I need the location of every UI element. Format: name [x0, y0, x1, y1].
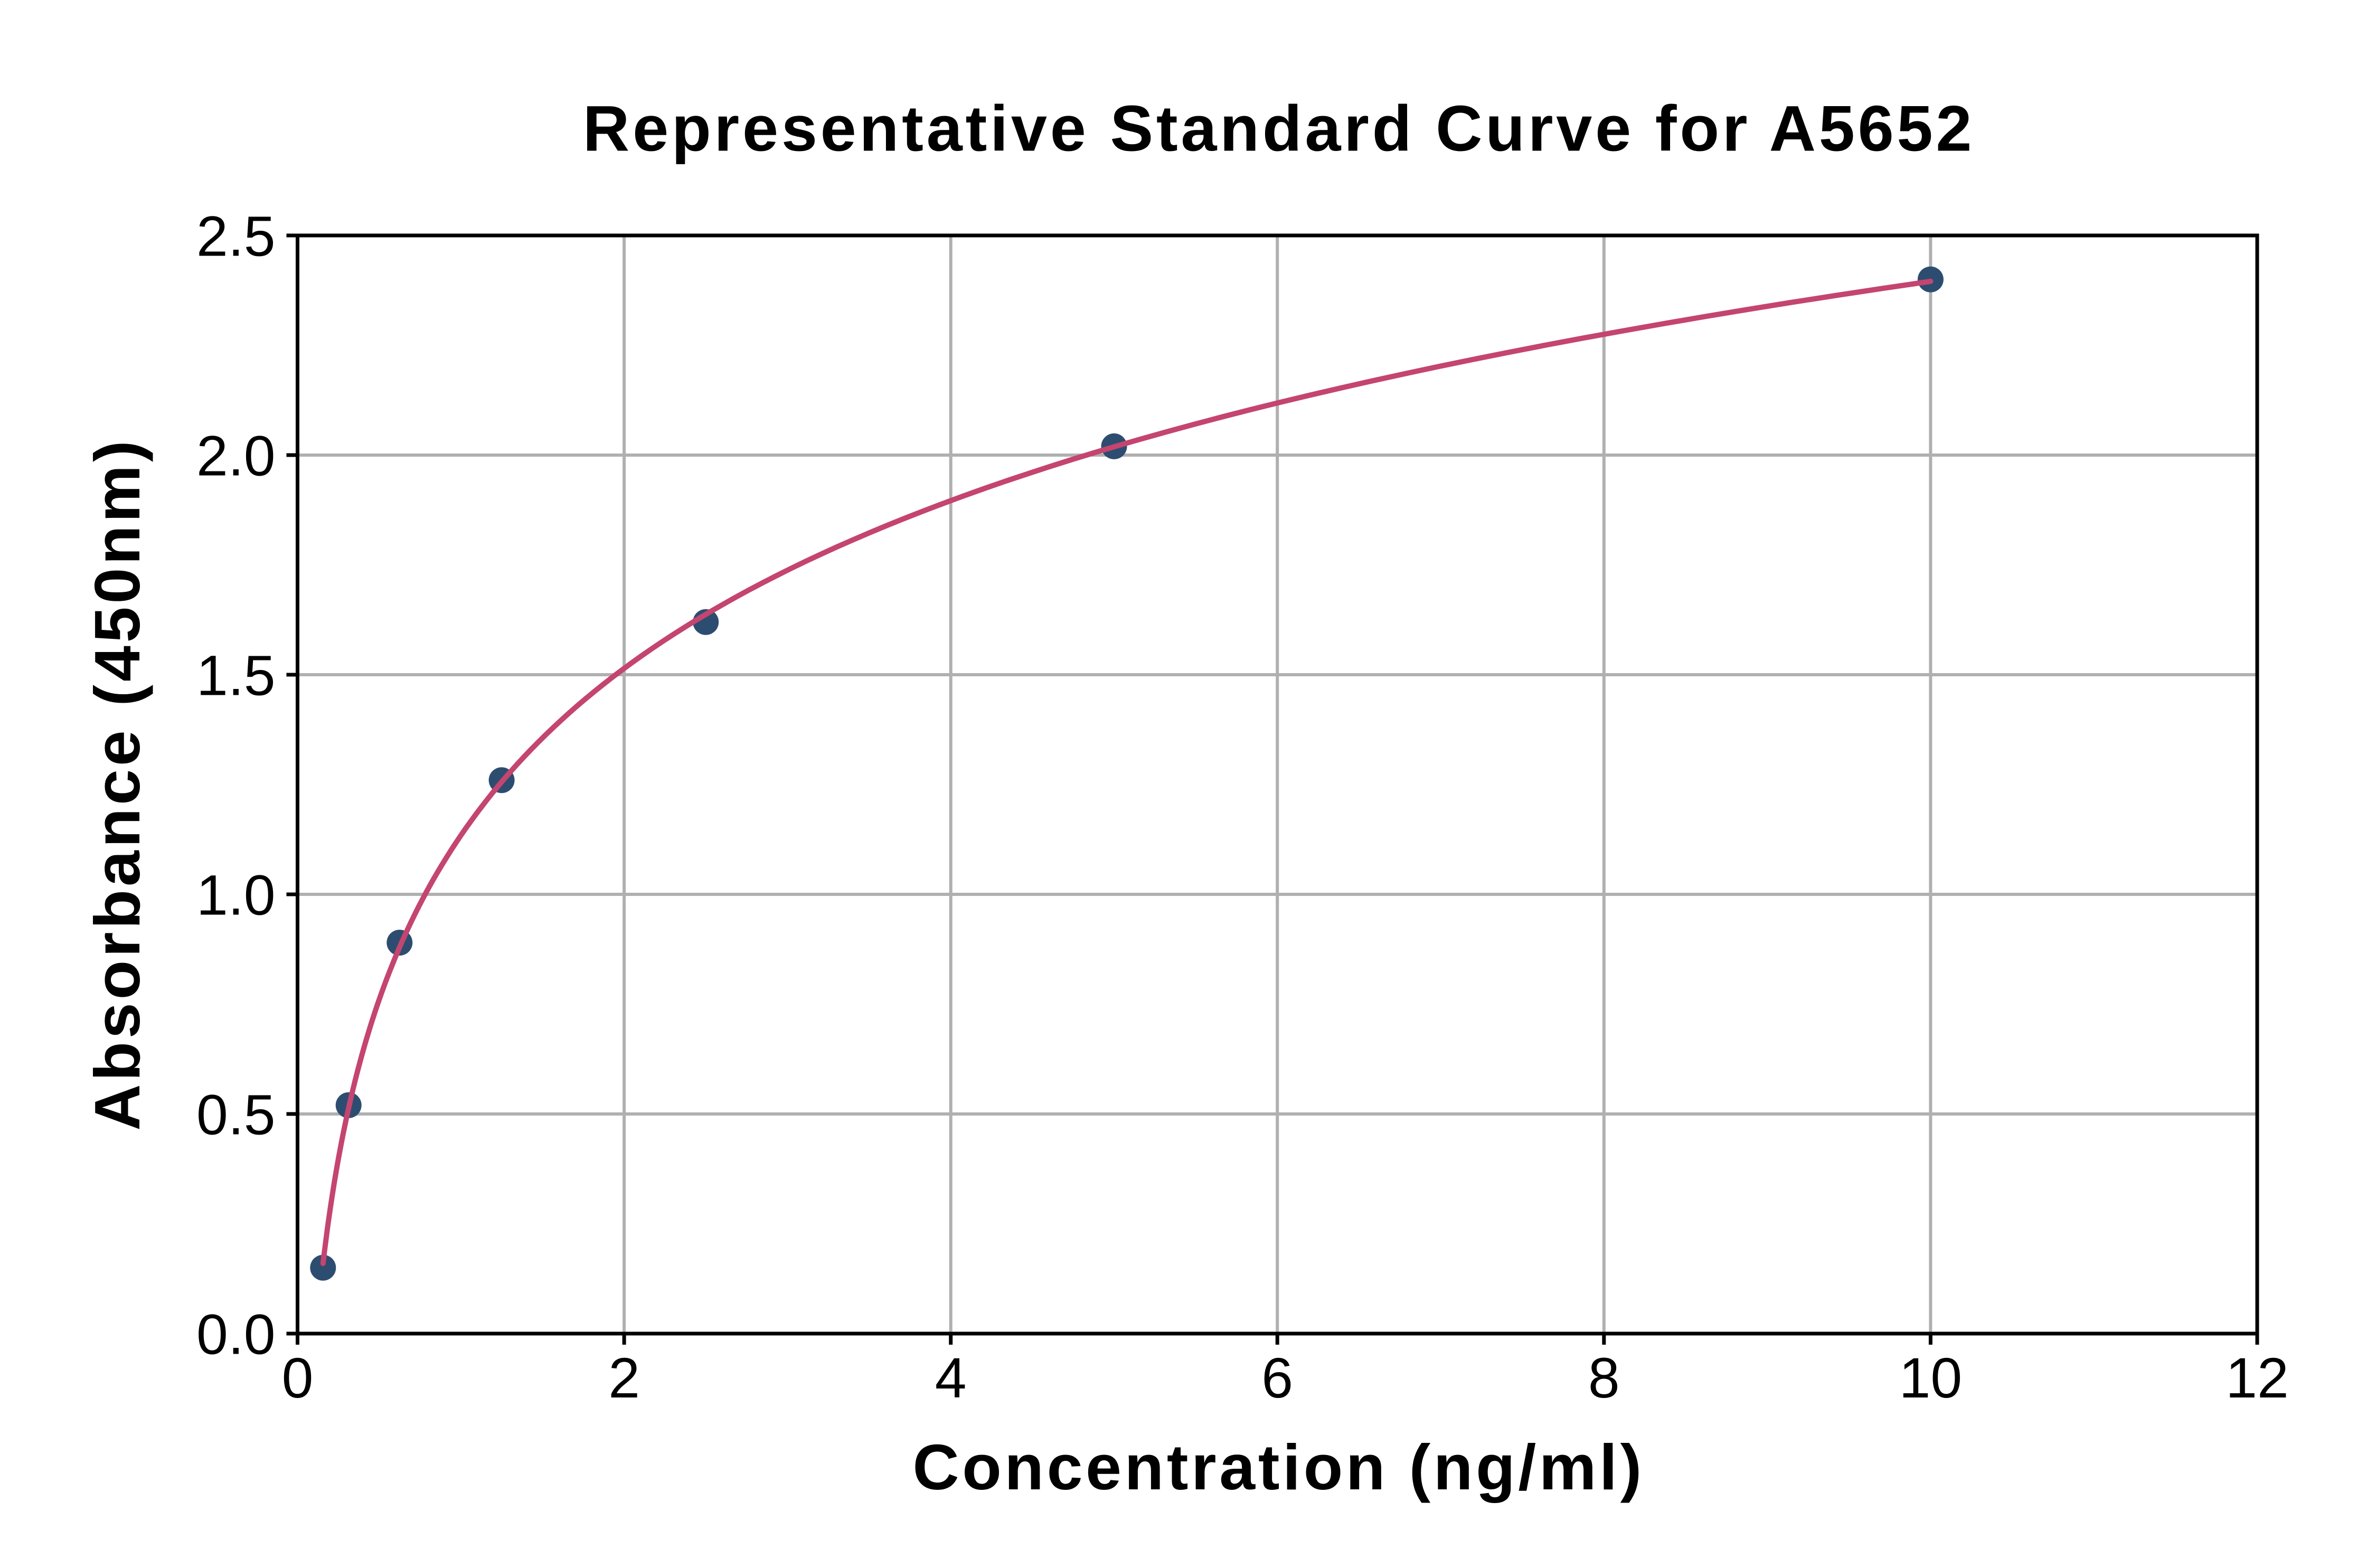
- svg-text:0.5: 0.5: [196, 1083, 275, 1147]
- svg-text:2: 2: [608, 1346, 640, 1410]
- svg-text:6: 6: [1261, 1346, 1293, 1410]
- svg-text:4: 4: [935, 1346, 967, 1410]
- svg-text:0.0: 0.0: [196, 1303, 275, 1366]
- svg-text:2.5: 2.5: [196, 205, 275, 268]
- svg-text:Absorbance (450nm): Absorbance (450nm): [81, 437, 153, 1130]
- svg-text:Concentration (ng/ml): Concentration (ng/ml): [912, 1431, 1644, 1503]
- svg-text:2.0: 2.0: [196, 424, 275, 488]
- svg-text:12: 12: [2226, 1346, 2289, 1410]
- svg-text:10: 10: [1899, 1346, 1963, 1410]
- svg-text:1.0: 1.0: [196, 864, 275, 927]
- svg-text:8: 8: [1588, 1346, 1620, 1410]
- svg-text:0: 0: [282, 1346, 314, 1410]
- svg-text:Representative Standard Curve: Representative Standard Curve for A5652: [583, 92, 1975, 165]
- svg-text:1.5: 1.5: [196, 644, 275, 707]
